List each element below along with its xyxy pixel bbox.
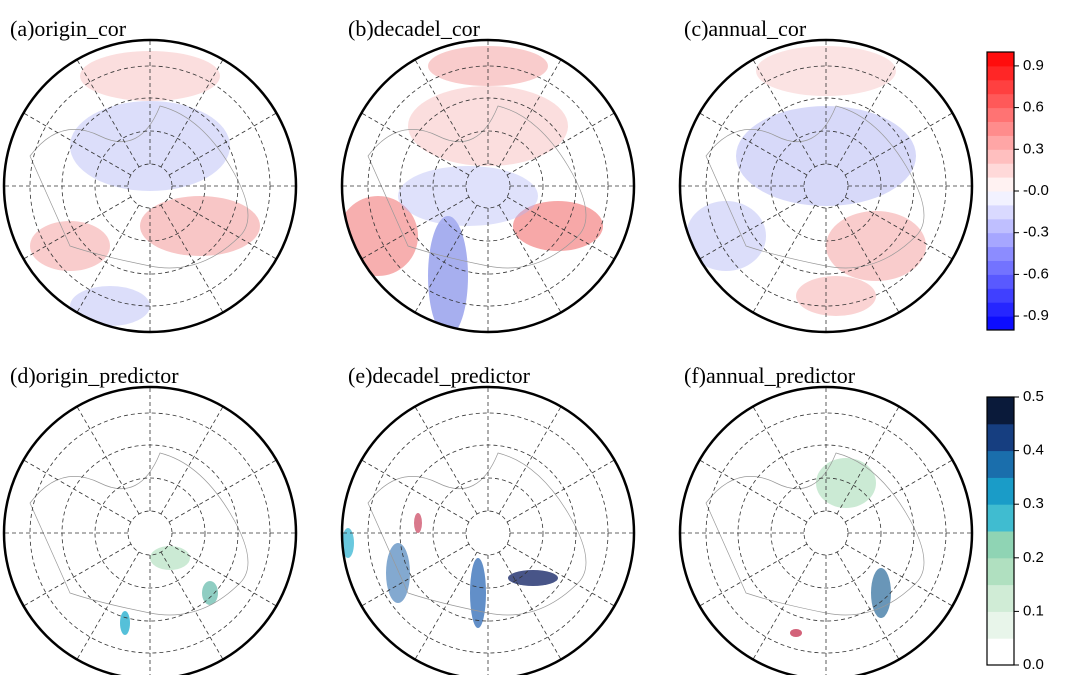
colorbar-level xyxy=(987,531,1014,545)
colorbar-level xyxy=(987,638,1014,652)
field-patch xyxy=(508,570,558,586)
colorbar-tick-label: -0.9 xyxy=(1023,307,1049,324)
colorbar-level xyxy=(987,611,1014,625)
colorbar-level xyxy=(987,424,1014,438)
colorbar-level xyxy=(987,108,1014,122)
field-patch xyxy=(414,513,422,533)
colorbar-level xyxy=(987,135,1014,149)
colorbar-level xyxy=(987,437,1014,451)
colorbar-tick-label: 0.9 xyxy=(1023,57,1044,74)
colorbar-level xyxy=(987,205,1014,219)
field-patch xyxy=(796,276,876,316)
panel-title: (d)origin_predictor xyxy=(10,363,179,388)
colorbar-level xyxy=(987,219,1014,233)
colorbar-level xyxy=(987,288,1014,302)
colorbar-level xyxy=(987,274,1014,288)
panel-title: (e)decadel_predictor xyxy=(348,363,531,388)
colorbar-level xyxy=(987,544,1014,558)
colorbar-level xyxy=(987,625,1014,639)
colorbar-level xyxy=(987,52,1014,66)
colorbar-level xyxy=(987,464,1014,478)
colorbar-tick-label: 0.6 xyxy=(1023,99,1044,116)
field-patch xyxy=(202,581,218,605)
colorbar-level xyxy=(987,122,1014,136)
colorbar-level xyxy=(987,163,1014,177)
colorbar-level xyxy=(987,504,1014,518)
panel-title: (f)annual_predictor xyxy=(684,363,856,388)
colorbar-tick-label: 0.5 xyxy=(1023,388,1044,405)
colorbar-level xyxy=(987,177,1014,191)
colorbar-level xyxy=(987,410,1014,424)
colorbar-level xyxy=(987,652,1014,666)
field-patch xyxy=(140,196,260,256)
panel-title: (a)origin_cor xyxy=(10,16,127,41)
colorbar-level xyxy=(987,451,1014,465)
colorbar-level xyxy=(987,585,1014,599)
colorbar-level xyxy=(987,247,1014,261)
colorbar-tick-label: -0.0 xyxy=(1023,182,1049,199)
colorbar-level xyxy=(987,598,1014,612)
colorbar-level xyxy=(987,94,1014,108)
colorbar-level xyxy=(987,477,1014,491)
colorbar-tick-label: 0.0 xyxy=(1023,656,1044,673)
field-patch xyxy=(470,558,486,628)
colorbar-tick-label: 0.3 xyxy=(1023,140,1044,157)
colorbar-level xyxy=(987,302,1014,316)
colorbar-tick-label: 0.4 xyxy=(1023,442,1044,459)
colorbar-level xyxy=(987,491,1014,505)
colorbar-tick-label: -0.3 xyxy=(1023,224,1049,241)
colorbar-tick-label: 0.2 xyxy=(1023,549,1044,566)
colorbar-level xyxy=(987,316,1014,330)
colorbar-level xyxy=(987,80,1014,94)
colorbar-tick-label: -0.6 xyxy=(1023,265,1049,282)
colorbar-level xyxy=(987,191,1014,205)
colorbar-level xyxy=(987,571,1014,585)
figure: (a)origin_cor (b)decadel_cor (c)annual_cor… xyxy=(0,0,1069,675)
field-patch xyxy=(120,611,130,635)
colorbar-level xyxy=(987,233,1014,247)
colorbar-level xyxy=(987,558,1014,572)
colorbar-level xyxy=(987,149,1014,163)
panel-title: (b)decadel_cor xyxy=(348,16,481,41)
colorbar-level xyxy=(987,66,1014,80)
colorbar-level xyxy=(987,397,1014,411)
field-patch xyxy=(816,458,876,508)
colorbar-tick-label: 0.3 xyxy=(1023,495,1044,512)
colorbar-level xyxy=(987,518,1014,532)
field-patch xyxy=(150,546,190,570)
field-patch xyxy=(790,629,802,637)
colorbar-level xyxy=(987,261,1014,275)
panel-title: (c)annual_cor xyxy=(684,16,807,41)
field-patch xyxy=(428,216,468,336)
colorbar-tick-label: 0.1 xyxy=(1023,602,1044,619)
